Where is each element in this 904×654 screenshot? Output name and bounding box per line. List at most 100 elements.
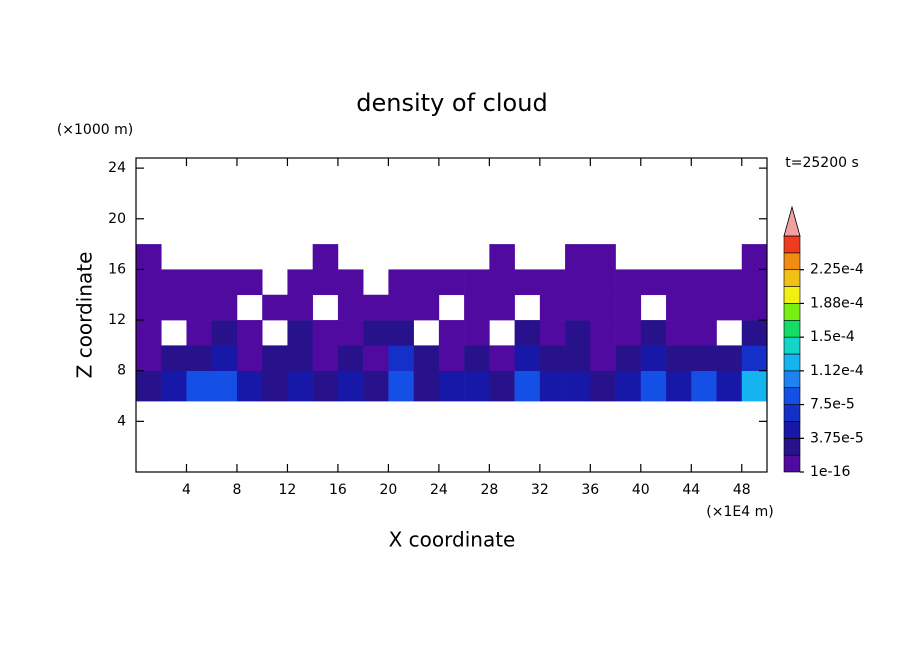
contour-cell — [438, 370, 465, 402]
contour-cell — [136, 320, 162, 346]
contour-cell — [136, 345, 162, 372]
contour-cell — [161, 370, 187, 402]
contour-cell — [640, 269, 667, 296]
x-tick-label: 8 — [232, 482, 241, 498]
contour-cell — [337, 370, 364, 402]
contour-cell — [388, 370, 414, 402]
contour-cell — [287, 345, 313, 372]
contour-cell — [312, 320, 339, 346]
contour-cell — [514, 370, 541, 402]
time-label: t=25200 s — [785, 155, 859, 171]
colorbar-band — [783, 252, 801, 271]
contour-cell — [565, 244, 591, 270]
contour-cell — [211, 345, 238, 372]
contour-cell — [666, 320, 692, 346]
contour-cell — [590, 269, 616, 296]
colorbar-tick-label: 3.75e-5 — [810, 430, 864, 446]
y-unit-label: (×1000 m) — [57, 122, 133, 138]
y-tick-label: 4 — [117, 413, 126, 429]
contour-cell — [514, 345, 541, 372]
contour-cell — [489, 269, 515, 296]
contour-cell — [464, 345, 490, 372]
contour-cell — [438, 320, 465, 346]
contour-cell — [539, 320, 566, 346]
colorbar-band — [783, 454, 801, 473]
colorbar-band — [783, 269, 801, 287]
contour-cell — [615, 345, 642, 372]
contour-cell — [287, 269, 313, 296]
contour-cell — [716, 269, 743, 296]
colorbar-band — [783, 336, 801, 355]
contour-cell — [388, 320, 414, 346]
x-tick-label: 20 — [379, 482, 397, 498]
contour-cell — [691, 294, 717, 321]
contour-cell — [186, 320, 213, 346]
contour-cell — [489, 244, 515, 270]
contour-cell — [691, 345, 717, 372]
contour-cell — [464, 320, 490, 346]
contour-cell — [186, 370, 213, 402]
contour-cell — [413, 294, 440, 321]
contour-cell — [262, 370, 288, 402]
contour-cell — [565, 345, 591, 372]
contour-cell — [388, 269, 414, 296]
contour-cell — [211, 294, 238, 321]
colorbar-band — [783, 353, 801, 372]
contour-cell — [741, 320, 768, 346]
contour-cell — [615, 370, 642, 402]
contour-cell — [236, 370, 263, 402]
contour-cell — [464, 269, 490, 296]
contour-cell — [514, 320, 541, 346]
contour-cell — [236, 320, 263, 346]
y-tick-label: 16 — [108, 261, 126, 277]
contour-cell — [741, 370, 768, 402]
contour-cell — [565, 370, 591, 402]
contour-cell — [666, 370, 692, 402]
colorbar-band — [783, 437, 801, 456]
y-tick-label: 8 — [117, 363, 126, 379]
x-tick-label: 32 — [531, 482, 549, 498]
contour-cell — [438, 269, 465, 296]
contour-cell — [413, 370, 440, 402]
contour-cell — [161, 269, 187, 296]
contour-cell — [337, 269, 364, 296]
contour-cell — [262, 345, 288, 372]
contour-cell — [186, 294, 213, 321]
x-tick-label: 24 — [430, 482, 448, 498]
contour-cell — [312, 269, 339, 296]
colorbar-band — [783, 235, 801, 254]
x-tick-label: 44 — [682, 482, 700, 498]
contour-cell — [262, 294, 288, 321]
colorbar-tick-label: 1.88e-4 — [810, 295, 864, 311]
contour-cell — [615, 320, 642, 346]
plot-frame — [135, 157, 768, 473]
colorbar-band — [783, 303, 801, 321]
contour-cell — [363, 320, 389, 346]
contour-cell — [287, 320, 313, 346]
x-tick-label: 4 — [182, 482, 191, 498]
contour-cell — [716, 345, 743, 372]
contour-cell — [438, 345, 465, 372]
contour-cell — [539, 345, 566, 372]
colorbar-tick-label: 1.12e-4 — [810, 363, 864, 379]
colorbar-tick-label: 1e-16 — [810, 464, 850, 480]
colorbar-tick-label: 1.5e-4 — [810, 329, 855, 345]
contour-cell — [388, 294, 414, 321]
contour-cell — [236, 269, 263, 296]
contour-cell — [363, 294, 389, 321]
contour-cell — [161, 294, 187, 321]
contour-cell — [211, 370, 238, 402]
contour-cell — [413, 269, 440, 296]
contour-cell — [640, 345, 667, 372]
contour-cell — [363, 345, 389, 372]
contour-cell — [363, 370, 389, 402]
contour-cell — [136, 244, 162, 270]
colorbar-tick-label: 7.5e-5 — [810, 397, 855, 413]
contour-cell — [211, 269, 238, 296]
contour-cell — [716, 370, 743, 402]
contour-cell — [312, 370, 339, 402]
colorbar-extension — [783, 205, 801, 237]
contour-cell — [565, 320, 591, 346]
contour-cell — [136, 294, 162, 321]
